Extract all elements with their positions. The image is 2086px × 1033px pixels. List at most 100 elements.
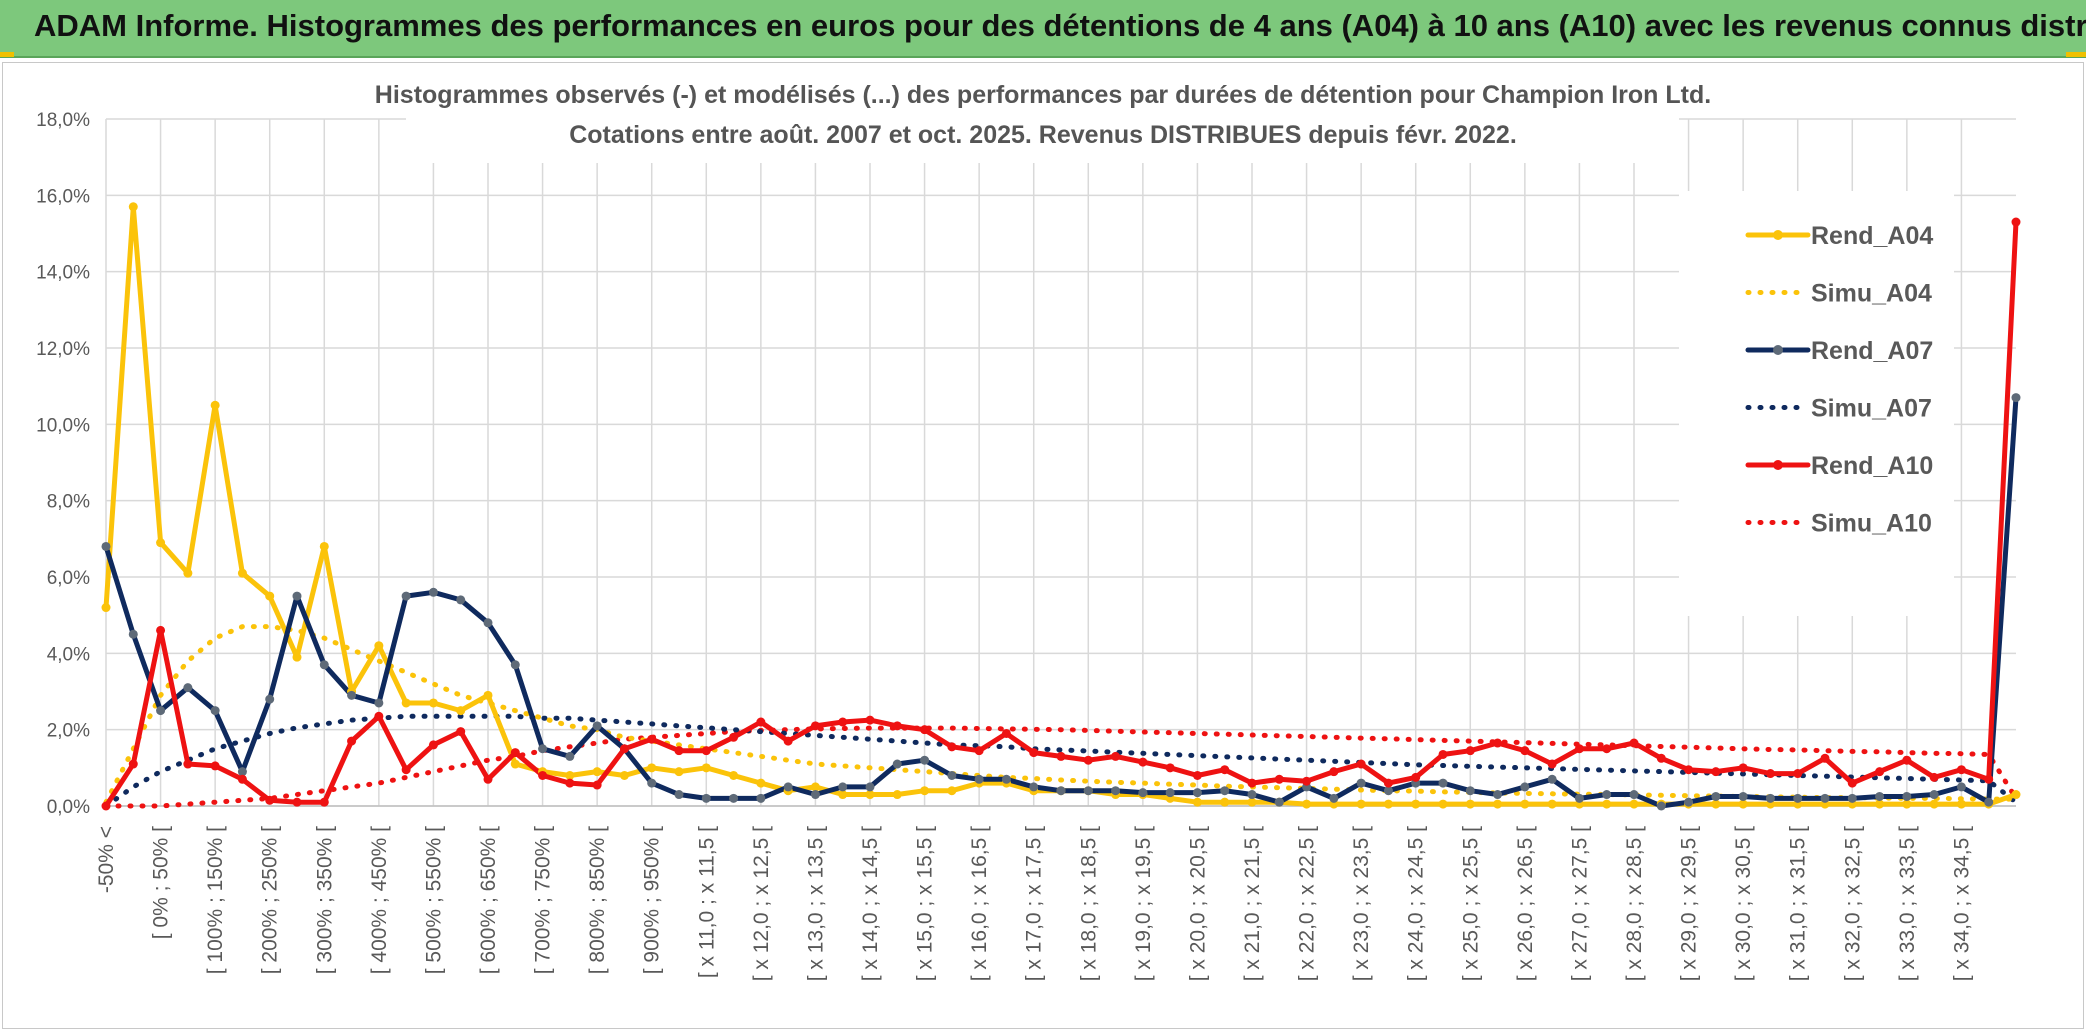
data-point-rend-a10 — [810, 721, 820, 731]
data-point-rend-a10 — [1574, 744, 1584, 754]
chart-subtitle: Cotations entre août. 2007 et oct. 2025.… — [569, 121, 1517, 149]
data-point-rend-a04 — [428, 698, 438, 708]
data-point-rend-a10 — [1220, 765, 1230, 775]
data-point-rend-a04 — [1520, 799, 1530, 809]
data-point-rend-a10 — [1329, 767, 1339, 777]
data-point-rend-a10 — [483, 774, 493, 784]
data-point-rend-a07 — [1383, 786, 1393, 796]
y-tick-label: 12,0% — [36, 339, 90, 360]
legend-marker — [1773, 230, 1783, 240]
data-point-rend-a04 — [1192, 797, 1202, 807]
series-line-simu-a04 — [103, 624, 2019, 805]
data-point-rend-a04 — [1738, 799, 1748, 809]
x-tick-label: [ x 34,0 ; x 34,5 [ — [1950, 826, 1973, 981]
data-point-rend-a10 — [1520, 746, 1530, 756]
x-tick-label: [ 100% ; 150% [ — [204, 826, 227, 974]
data-point-rend-a04 — [183, 568, 193, 578]
data-point-rend-a10 — [1765, 769, 1775, 779]
data-point-rend-a04 — [319, 541, 329, 551]
y-tick-label: 6,0% — [47, 568, 90, 589]
data-point-rend-a04 — [1493, 799, 1503, 809]
data-point-rend-a10 — [865, 715, 875, 725]
data-point-rend-a10 — [128, 759, 138, 769]
data-point-rend-a04 — [292, 652, 302, 662]
data-point-rend-a07 — [920, 755, 930, 765]
data-point-rend-a07 — [292, 591, 302, 601]
data-point-rend-a07 — [538, 744, 548, 754]
data-point-rend-a07 — [865, 782, 875, 792]
y-tick-label: 10,0% — [36, 415, 90, 436]
data-point-rend-a10 — [1138, 757, 1148, 767]
data-point-rend-a10 — [1056, 751, 1066, 761]
data-point-rend-a04 — [647, 763, 657, 773]
data-point-rend-a07 — [1711, 791, 1721, 801]
data-point-rend-a10 — [1356, 759, 1366, 769]
data-point-rend-a04 — [865, 790, 875, 800]
legend-label: Simu_A04 — [1811, 280, 1932, 308]
data-point-rend-a07 — [1138, 788, 1148, 798]
x-tick-label: -50% < — [95, 826, 118, 893]
data-point-rend-a10 — [1929, 772, 1939, 782]
data-point-rend-a04 — [456, 706, 466, 716]
data-point-rend-a10 — [1793, 769, 1803, 779]
data-point-rend-a07 — [1656, 801, 1666, 811]
data-point-rend-a10 — [974, 746, 984, 756]
legend-label: Rend_A07 — [1811, 337, 1933, 365]
data-point-rend-a07 — [1956, 782, 1966, 792]
legend-label: Simu_A07 — [1811, 395, 1932, 423]
data-point-rend-a07 — [1465, 786, 1475, 796]
data-point-rend-a10 — [1684, 765, 1694, 775]
data-point-rend-a04 — [701, 763, 711, 773]
data-point-rend-a10 — [1438, 749, 1448, 759]
legend-background — [1679, 191, 1954, 616]
y-tick-label: 4,0% — [47, 644, 90, 665]
data-point-rend-a10 — [1602, 744, 1612, 754]
data-point-rend-a04 — [210, 400, 220, 410]
data-point-rend-a04 — [1547, 799, 1557, 809]
data-point-rend-a04 — [1383, 799, 1393, 809]
data-point-rend-a07 — [1902, 791, 1912, 801]
x-tick-label: [ 800% ; 850% [ — [586, 826, 609, 974]
data-point-rend-a07 — [1165, 788, 1175, 798]
x-tick-label: [ x 17,0 ; x 17,5 [ — [1023, 826, 1046, 981]
data-point-rend-a10 — [456, 727, 466, 737]
data-point-rend-a04 — [1411, 799, 1421, 809]
y-tick-label: 18,0% — [36, 110, 90, 131]
data-point-rend-a07 — [701, 793, 711, 803]
data-point-rend-a04 — [237, 568, 247, 578]
data-point-rend-a07 — [128, 629, 138, 639]
series-line-simu-a10 — [103, 725, 2019, 809]
data-point-rend-a07 — [1356, 778, 1366, 788]
x-tick-label: [ 300% ; 350% [ — [313, 826, 336, 974]
x-tick-label: [ x 14,0 ; x 14,5 [ — [859, 826, 882, 981]
data-point-rend-a10 — [783, 736, 793, 746]
data-point-rend-a04 — [565, 770, 575, 780]
legend-label: Rend_A04 — [1811, 222, 1933, 250]
data-point-rend-a04 — [1438, 799, 1448, 809]
data-point-rend-a10 — [565, 778, 575, 788]
data-point-rend-a10 — [838, 717, 848, 727]
performance-histogram-chart: 0,0% 2,0% 4,0% 6,0% 8,0% 10,0% 12,0% 14,0% 16,0%… — [36, 67, 2021, 981]
data-point-rend-a04 — [401, 698, 411, 708]
x-tick-label: [ x 27,0 ; x 27,5 [ — [1568, 826, 1591, 981]
data-point-rend-a10 — [1165, 763, 1175, 773]
data-point-rend-a10 — [401, 765, 411, 775]
data-point-rend-a07 — [1629, 790, 1639, 800]
data-point-rend-a07 — [1765, 793, 1775, 803]
data-point-rend-a07 — [1984, 797, 1994, 807]
data-point-rend-a07 — [1820, 793, 1830, 803]
data-point-rend-a04 — [1902, 799, 1912, 809]
data-point-rend-a04 — [892, 790, 902, 800]
data-point-rend-a10 — [729, 732, 739, 742]
data-point-rend-a07 — [1029, 782, 1039, 792]
data-point-rend-a07 — [210, 706, 220, 716]
data-point-rend-a04 — [756, 778, 766, 788]
data-point-rend-a07 — [810, 790, 820, 800]
data-point-rend-a04 — [947, 786, 957, 796]
series-markers — [101, 202, 2021, 811]
data-point-rend-a10 — [428, 740, 438, 750]
data-point-rend-a07 — [1684, 797, 1694, 807]
x-tick-label: [ x 31,0 ; x 31,5 [ — [1787, 826, 1810, 981]
data-point-rend-a07 — [729, 793, 739, 803]
x-tick-label: [ x 24,0 ; x 24,5 [ — [1405, 826, 1428, 981]
